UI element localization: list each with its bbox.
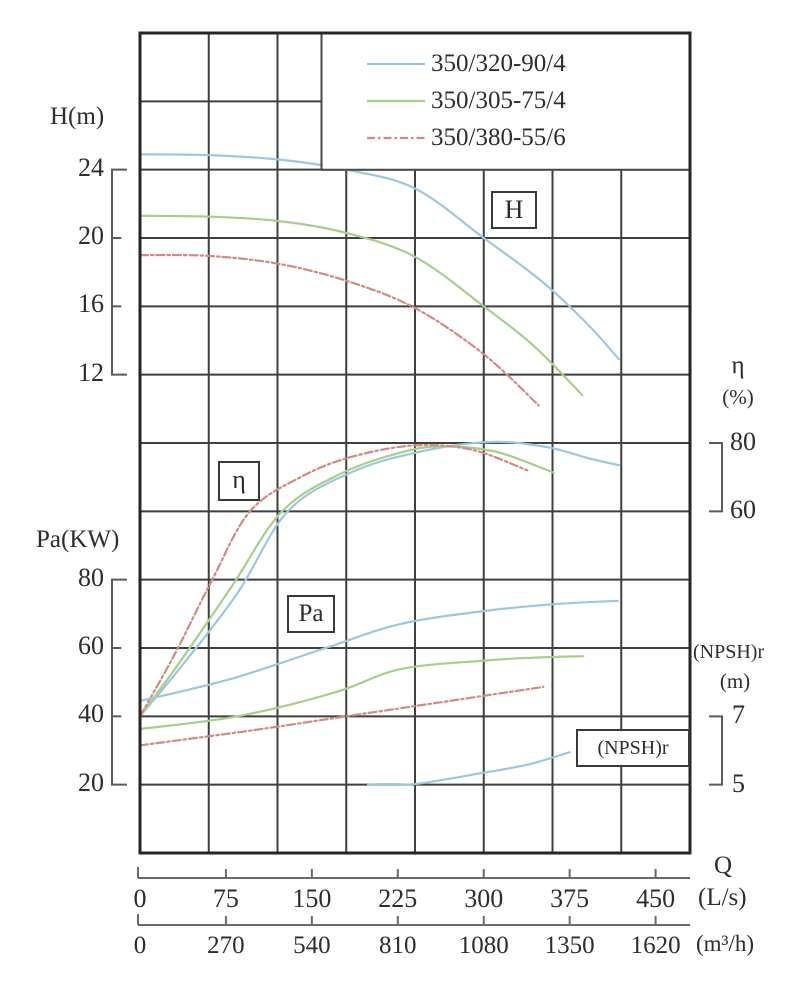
- q-m3h-tick-label: 270: [207, 932, 245, 959]
- q-m3h-unit-label: (m³/h): [696, 931, 754, 956]
- pa-axis-tick-label: 80: [78, 562, 104, 592]
- q-m3h-tick-label: 1620: [630, 932, 681, 959]
- npsh-axis-tick-label: 7: [732, 700, 745, 730]
- legend-item-350-305-75-4: 350/305-75/4: [431, 87, 566, 114]
- (NPSH)r-curve-blue: [366, 751, 571, 787]
- H-curve-green: [138, 214, 584, 397]
- H-curve-blue: [138, 153, 620, 361]
- q-m3h-tick-label: 1080: [458, 932, 509, 959]
- pa-axis-tick-label: 60: [78, 630, 104, 660]
- q-axis-title: Q: [714, 852, 733, 879]
- q-m3h-tick-label: 0: [133, 932, 147, 959]
- q-m3h-tick-label: 1350: [544, 932, 595, 959]
- η-curve-red: [138, 443, 529, 718]
- npsh-curve-label-box: (NPSH)r: [576, 729, 690, 767]
- eta-curve-label-box: η: [218, 461, 260, 501]
- q-ls-unit-label: (L/s): [698, 884, 747, 911]
- q-ls-tick-label: 300: [464, 884, 504, 913]
- npsh-axis-title: (NPSH)r: [693, 641, 765, 663]
- H-curve-red: [138, 253, 540, 407]
- Pa-curve-blue: [138, 599, 619, 703]
- pa-curve-label-box: Pa: [287, 595, 335, 633]
- pa-axis-tick-label: 20: [78, 767, 104, 797]
- h-axis-title: H(m): [50, 103, 105, 130]
- plot-border: [138, 31, 692, 855]
- q-ls-tick-label: 450: [636, 884, 676, 913]
- pa-axis-bracket: [111, 578, 127, 786]
- npsh-axis-bracket: [709, 715, 723, 786]
- Pa-curve-red: [138, 685, 545, 747]
- q-m3h-tick-label: 810: [379, 932, 417, 959]
- h-axis-tick-label: 12: [78, 357, 104, 387]
- h-axis-tick-label: 20: [78, 221, 104, 250]
- eta-axis-bracket: [709, 442, 723, 513]
- q-ls-tick-label: 0: [133, 884, 147, 913]
- η-curve-blue: [138, 440, 620, 718]
- q-ls-tick-label: 375: [550, 884, 590, 913]
- η-curve-green: [138, 445, 555, 718]
- q-m3h-tick-label: 540: [293, 932, 331, 959]
- npsh-axis-unit: (m): [719, 669, 751, 693]
- q-ls-tick-label: 150: [292, 884, 332, 913]
- h-axis-tick-label: 24: [78, 152, 104, 182]
- q-ls-tick-label: 225: [378, 884, 418, 913]
- eta-axis-unit: (%): [722, 385, 754, 409]
- h-axis-bracket: [111, 168, 127, 376]
- Pa-curve-green: [138, 655, 585, 731]
- eta-axis-tick-label: 60: [730, 495, 756, 525]
- legend-item-350-380-55-6: 350/380-55/6: [431, 124, 566, 151]
- pa-axis-tick-label: 40: [78, 699, 104, 729]
- h-axis-tick-label: 16: [78, 289, 104, 319]
- legend-item-350-320-90-4: 350/320-90/4: [431, 50, 566, 77]
- eta-axis-title: η: [731, 352, 745, 379]
- eta-axis-tick-label: 80: [730, 427, 756, 456]
- pa-axis-title: Pa(KW): [36, 526, 120, 553]
- q-ls-tick-label: 75: [212, 884, 239, 913]
- h-curve-label-box: H: [491, 191, 537, 229]
- npsh-axis-tick-label: 5: [732, 768, 745, 798]
